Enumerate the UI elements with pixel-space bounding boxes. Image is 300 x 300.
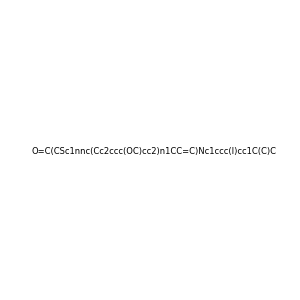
Text: O=C(CSc1nnc(Cc2ccc(OC)cc2)n1CC=C)Nc1ccc(I)cc1C(C)C: O=C(CSc1nnc(Cc2ccc(OC)cc2)n1CC=C)Nc1ccc(… (31, 147, 276, 156)
